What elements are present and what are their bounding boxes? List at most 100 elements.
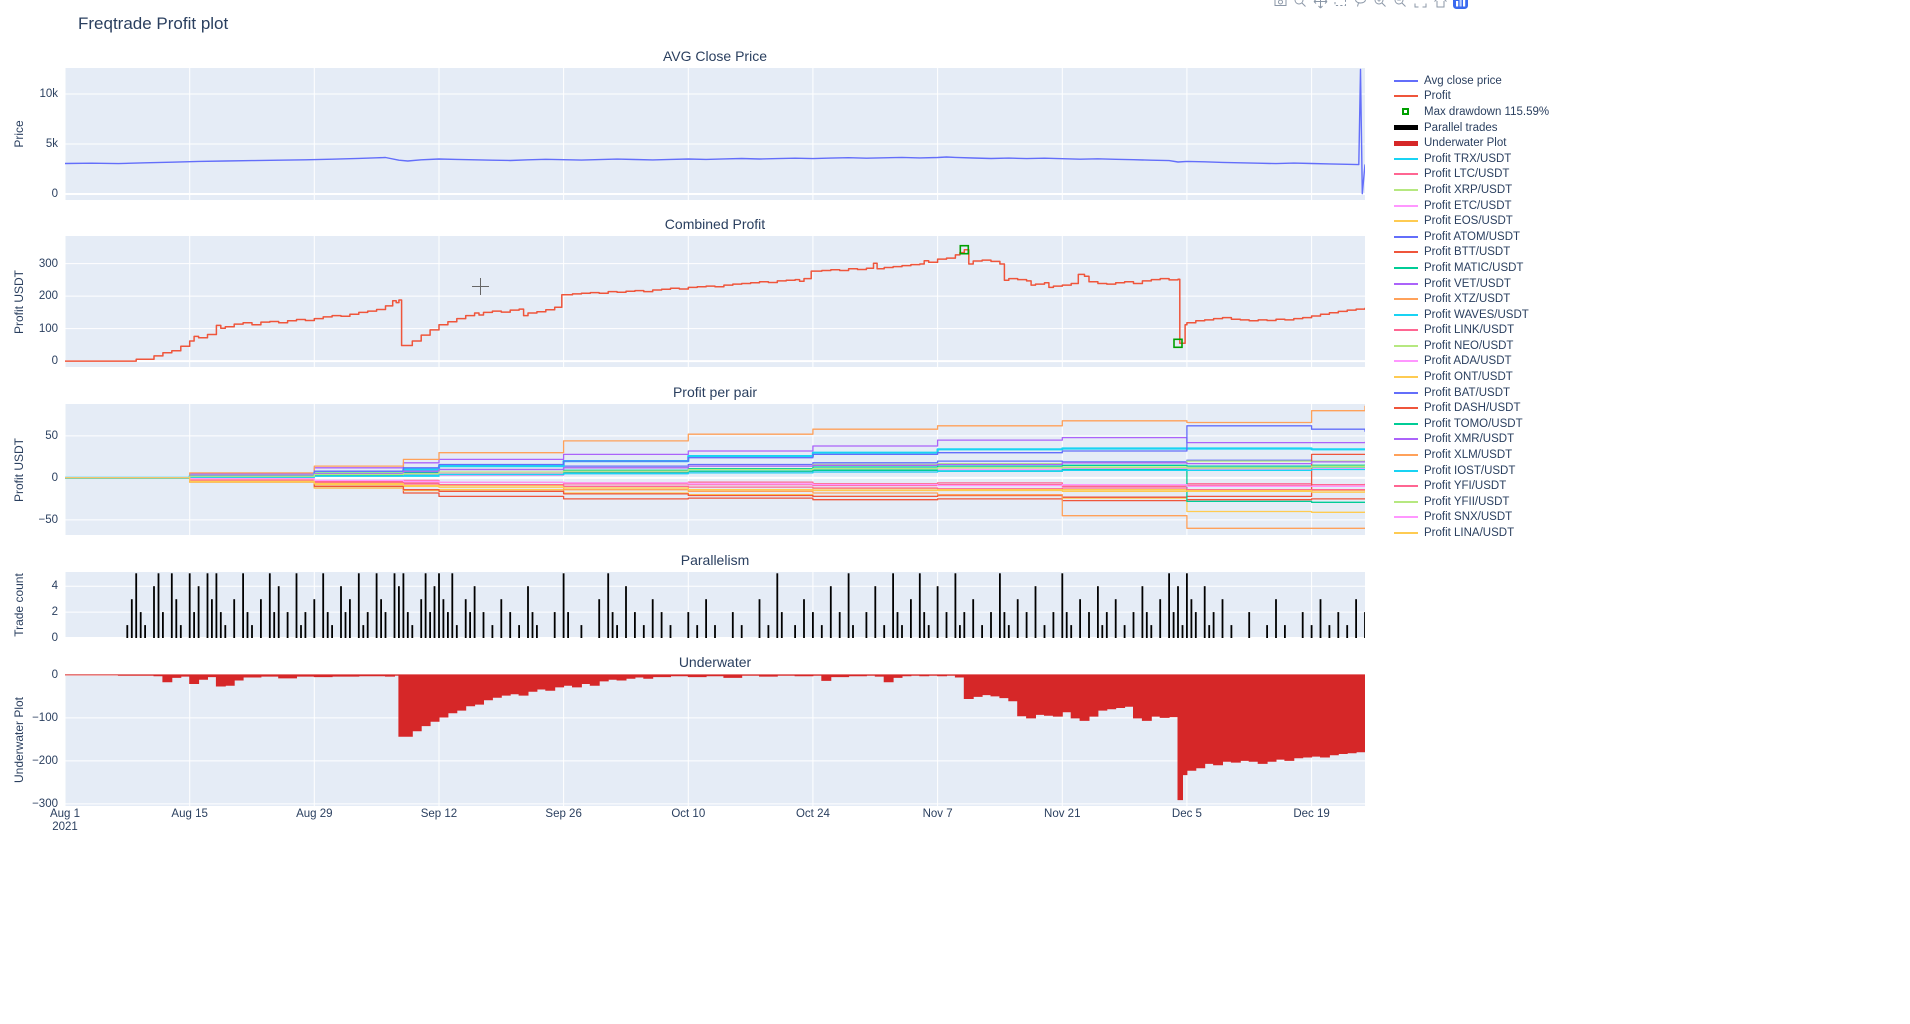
subplot-avg-close-price[interactable]: AVG Close Price Price 0 5k 10k xyxy=(12,48,1365,200)
legend-swatch-line xyxy=(1394,282,1424,285)
trade-count-bar xyxy=(429,612,431,638)
trade-count-bar xyxy=(1168,573,1170,638)
series-line xyxy=(65,68,1365,195)
legend-item[interactable]: Profit EOS/USDT xyxy=(1394,213,1570,229)
legend-item[interactable]: Profit MATIC/USDT xyxy=(1394,260,1570,276)
legend-label: Profit BTT/USDT xyxy=(1424,246,1511,259)
page-title: Freqtrade Profit plot xyxy=(78,14,229,33)
zoom-out-icon[interactable] xyxy=(1392,0,1409,10)
legend-item[interactable]: Profit ATOM/USDT xyxy=(1394,229,1570,245)
trade-count-bar xyxy=(531,612,534,638)
trade-count-bar xyxy=(651,599,654,638)
legend-item[interactable]: Profit YFII/USDT xyxy=(1394,494,1570,510)
series-line xyxy=(65,405,1365,479)
legend-item[interactable]: Profit WAVES/USDT xyxy=(1394,307,1570,323)
series-line xyxy=(65,477,1365,529)
plot-canvas-pairs[interactable] xyxy=(65,404,1365,535)
legend-swatch-line xyxy=(1394,407,1424,410)
trade-count-bar xyxy=(611,612,614,638)
trade-count-bar xyxy=(295,573,298,638)
pan-icon[interactable] xyxy=(1312,0,1329,10)
legend-item[interactable]: Parallel trades xyxy=(1394,120,1570,136)
legend-swatch-line xyxy=(1394,391,1424,394)
plot-canvas-profit[interactable] xyxy=(65,236,1365,367)
legend-swatch-line xyxy=(1394,298,1424,301)
trade-count-bar xyxy=(406,612,409,638)
legend-item[interactable]: Profit YFI/USDT xyxy=(1394,478,1570,494)
legend-item[interactable]: Profit XRP/USDT xyxy=(1394,182,1570,198)
legend-swatch-line xyxy=(1394,532,1424,535)
subplot-parallelism[interactable]: Parallelism Trade count 0 2 4 xyxy=(12,552,1365,644)
legend-item[interactable]: Profit IOST/USDT xyxy=(1394,463,1570,479)
reset-axes-icon[interactable] xyxy=(1432,0,1449,10)
legend-item[interactable]: Profit xyxy=(1394,89,1570,105)
plotly-modebar[interactable] xyxy=(1272,0,1469,10)
subplot-title-underwater: Underwater xyxy=(678,654,752,670)
trade-count-bar xyxy=(945,612,948,638)
trade-count-bar xyxy=(1065,612,1068,638)
legend-item[interactable]: Profit DASH/USDT xyxy=(1394,400,1570,416)
lasso-icon[interactable] xyxy=(1352,0,1369,10)
legend-swatch-line xyxy=(1394,95,1424,98)
plotly-logo-icon[interactable] xyxy=(1452,0,1469,10)
legend-item[interactable]: Profit LINK/USDT xyxy=(1394,323,1570,339)
trade-count-bar xyxy=(874,586,877,638)
trade-count-bar xyxy=(1275,599,1277,638)
trade-count-bar xyxy=(366,612,369,638)
legend-swatch-line xyxy=(1394,188,1424,191)
zoom-in-icon[interactable] xyxy=(1372,0,1389,10)
legend-item[interactable]: Profit XTZ/USDT xyxy=(1394,291,1570,307)
trade-count-bar xyxy=(901,625,903,638)
plot-canvas-price[interactable] xyxy=(65,68,1365,200)
legend-label: Profit EOS/USDT xyxy=(1424,215,1513,228)
plot-canvas-parallelism[interactable] xyxy=(65,572,1365,638)
trade-count-bar xyxy=(1310,625,1313,638)
trade-count-bar xyxy=(491,625,494,638)
trade-count-bar xyxy=(300,625,302,638)
trade-count-bar xyxy=(1319,599,1322,638)
subplot-underwater[interactable]: Underwater Underwater Plot 0 −100 −200 −300 xyxy=(12,654,1365,810)
legend-item[interactable]: Profit TRX/USDT xyxy=(1394,151,1570,167)
trade-count-bar xyxy=(206,573,209,638)
legend-item[interactable]: Max drawdown 115.59% xyxy=(1394,104,1570,120)
trade-count-bar xyxy=(553,612,556,638)
trade-count-bar xyxy=(344,612,347,638)
trade-count-bar xyxy=(1194,612,1197,638)
legend-item[interactable]: Profit LINA/USDT xyxy=(1394,525,1570,541)
trade-count-bar xyxy=(349,599,351,638)
camera-icon[interactable] xyxy=(1272,0,1289,10)
trade-count-bar xyxy=(402,573,405,638)
plot-canvas-underwater[interactable] xyxy=(65,674,1365,806)
y-tick-label: −300 xyxy=(32,797,58,810)
legend-item[interactable]: Profit BTT/USDT xyxy=(1394,245,1570,261)
legend-item[interactable]: Profit LTC/USDT xyxy=(1394,167,1570,183)
y-tick-label: 10k xyxy=(39,88,58,100)
legend-item[interactable]: Underwater Plot xyxy=(1394,135,1570,151)
legend-item[interactable]: Profit TOMO/USDT xyxy=(1394,416,1570,432)
legend-item[interactable]: Profit XMR/USDT xyxy=(1394,432,1570,448)
trade-count-bar xyxy=(1337,612,1340,638)
trade-count-bar xyxy=(562,573,565,638)
zoom-icon[interactable] xyxy=(1292,0,1309,10)
trade-count-bar xyxy=(923,612,926,638)
legend[interactable]: Avg close price Profit Max drawdown 115.59… xyxy=(1394,73,1570,541)
legend-item[interactable]: Profit NEO/USDT xyxy=(1394,338,1570,354)
autoscale-icon[interactable] xyxy=(1412,0,1429,10)
legend-item[interactable]: Profit BAT/USDT xyxy=(1394,385,1570,401)
legend-item[interactable]: Profit VET/USDT xyxy=(1394,276,1570,292)
trade-count-bar xyxy=(179,625,182,638)
trade-count-bar xyxy=(1355,599,1357,638)
trade-count-bar xyxy=(1284,625,1286,638)
legend-item[interactable]: Avg close price xyxy=(1394,73,1570,89)
subplot-profit-per-pair[interactable]: Profit per pair Profit USDT −50 0 50 xyxy=(12,384,1365,535)
legend-swatch-line xyxy=(1394,313,1424,316)
legend-item[interactable]: Profit ONT/USDT xyxy=(1394,369,1570,385)
legend-item[interactable]: Profit SNX/USDT xyxy=(1394,510,1570,526)
trade-count-bar xyxy=(567,612,569,638)
box-select-icon[interactable] xyxy=(1332,0,1349,10)
legend-item[interactable]: Profit ADA/USDT xyxy=(1394,354,1570,370)
legend-item[interactable]: Profit XLM/USDT xyxy=(1394,447,1570,463)
subplot-combined-profit[interactable]: Combined Profit Profit USDT 0 100 200 300 xyxy=(12,216,1365,367)
legend-item[interactable]: Profit ETC/USDT xyxy=(1394,198,1570,214)
legend-swatch-line xyxy=(1394,266,1424,269)
